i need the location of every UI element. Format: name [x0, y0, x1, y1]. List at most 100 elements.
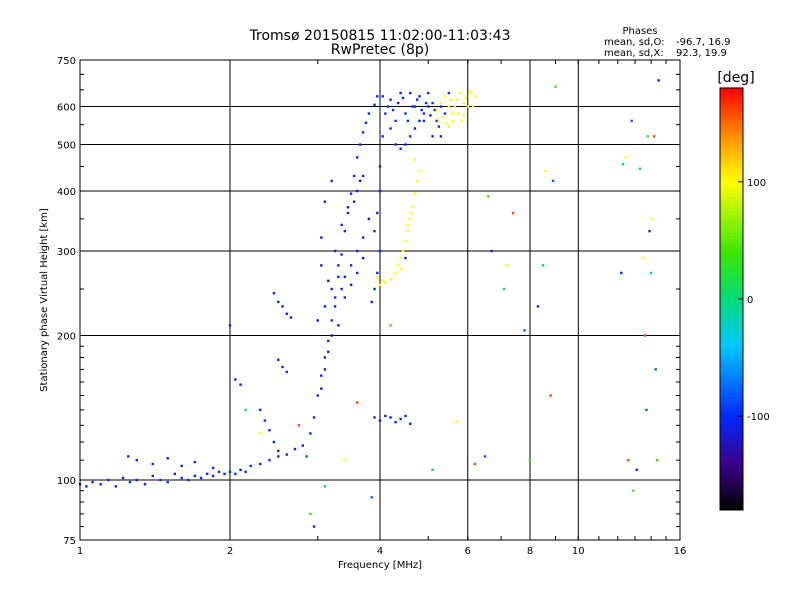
data-point [193, 460, 197, 464]
x-tick-label: 8 [527, 546, 533, 557]
x-tick-label: 4 [377, 546, 383, 557]
data-point [399, 267, 402, 271]
data-point [427, 91, 430, 95]
data-point [541, 264, 545, 267]
colorbar-band [720, 90, 743, 96]
y-tick-label: 600 [57, 103, 76, 114]
data-point [415, 179, 419, 183]
colorbar-band [720, 150, 743, 155]
colorbar-band [720, 298, 743, 303]
colorbar-band [720, 294, 743, 299]
data-point [404, 143, 407, 146]
data-point [364, 121, 368, 124]
data-point [355, 156, 359, 159]
data-point [635, 468, 638, 472]
data-point [312, 416, 316, 419]
data-point [373, 416, 376, 419]
colorbar-band [720, 273, 743, 278]
data-point [389, 98, 392, 101]
colorbar-band [720, 192, 743, 198]
data-point [386, 105, 390, 108]
colorbar-band [720, 263, 743, 268]
colorbar-band [720, 326, 743, 331]
colorbar-band [720, 340, 743, 345]
data-point [301, 444, 305, 447]
colorbar-band [720, 161, 743, 166]
colorbar-band [720, 330, 743, 335]
colorbar-band [720, 87, 743, 92]
data-point [453, 105, 456, 108]
data-point [384, 281, 387, 284]
data-point [443, 112, 447, 115]
colorbar-band [720, 495, 743, 500]
colorbar-band [720, 122, 743, 127]
colorbar-band [720, 323, 743, 328]
data-point [431, 135, 434, 138]
data-point [343, 458, 347, 462]
colorbar-band [720, 249, 743, 254]
data-point [399, 147, 402, 150]
colorbar-band [720, 147, 743, 152]
data-point [413, 105, 417, 108]
data-point [337, 275, 340, 279]
colorbar-band [720, 361, 743, 366]
data-point [199, 476, 203, 480]
colorbar-band [720, 505, 743, 510]
colorbar-band [720, 379, 743, 384]
data-point [429, 114, 432, 117]
colorbar-band [720, 488, 743, 493]
data-point [281, 305, 284, 308]
data-point [367, 217, 371, 221]
colorbar-band [720, 354, 743, 359]
x-tick-label: 1 [77, 546, 83, 557]
data-point [461, 119, 464, 123]
colorbar-band [720, 235, 743, 240]
data-point [445, 121, 449, 124]
data-point [439, 135, 443, 138]
phases-o-values: -96.7, 16.9 [676, 37, 731, 48]
data-point [151, 474, 155, 478]
data-point [293, 447, 297, 451]
data-point [349, 264, 353, 267]
data-point [323, 356, 327, 359]
colorbar-band [720, 410, 743, 416]
data-point [625, 156, 628, 159]
data-point [648, 229, 651, 233]
colorbar-band [720, 217, 743, 222]
data-point [340, 223, 343, 227]
colorbar-band [720, 112, 743, 117]
colorbar-band [720, 344, 743, 349]
data-point [384, 414, 387, 418]
data-point [367, 112, 371, 115]
colorbar-band [720, 252, 743, 257]
data-point [464, 96, 468, 100]
data-point [180, 476, 183, 480]
colorbar-band [720, 351, 743, 356]
data-point [462, 101, 466, 105]
data-point [389, 127, 392, 130]
y-tick-label: 75 [63, 536, 76, 547]
data-point [333, 249, 337, 253]
data-point [370, 300, 373, 304]
colorbar-band [720, 256, 743, 261]
data-point [361, 174, 365, 178]
data-point [424, 101, 428, 105]
data-point [420, 108, 423, 112]
colorbar-band [720, 407, 743, 412]
colorbar-band [720, 277, 743, 282]
colorbar-band [720, 484, 743, 489]
data-point [244, 408, 247, 412]
data-point [409, 135, 412, 138]
data-point [228, 324, 232, 327]
colorbar-band [720, 498, 743, 503]
data-point [376, 275, 379, 279]
data-point [406, 119, 410, 123]
data-point [373, 287, 376, 291]
data-point [166, 457, 169, 460]
colorbar-label: [deg] [717, 70, 754, 86]
data-point [211, 466, 215, 470]
data-point [468, 90, 471, 93]
data-point [358, 179, 362, 183]
colorbar-band [720, 140, 743, 145]
colorbar-band [720, 474, 743, 479]
